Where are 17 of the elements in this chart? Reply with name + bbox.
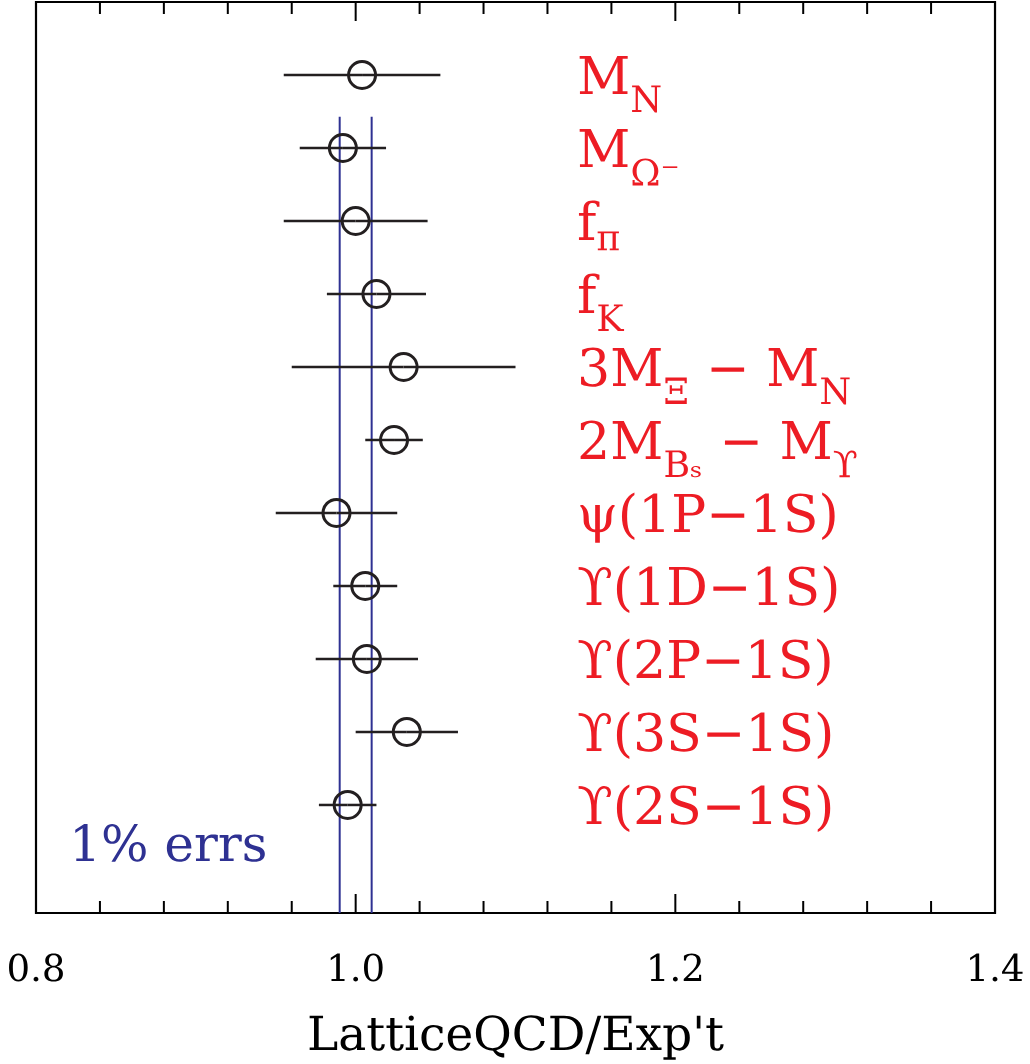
y-tick-label: ϒ(2P−1S) — [578, 638, 830, 687]
y-tick-label: ϒ(3S−1S) — [578, 711, 831, 760]
y-tick-label: f$_{K}$ — [578, 273, 625, 331]
y-tick-label: 3M$_{Ξ}$ − M$_{N}$ — [581, 347, 850, 405]
x-tick-label: 1.4 — [970, 953, 1023, 982]
y-tick-label: M$_{N}$ — [579, 56, 661, 113]
x-tick-label: 1.0 — [330, 953, 383, 982]
annotation: 1% errs — [75, 823, 265, 862]
y-tick-label: 2M$_{Bₛ}$ − M$_{ϒ}$ — [580, 420, 857, 478]
y-tick-label: ψ(1P−1S) — [580, 492, 835, 543]
y-tick-label: ϒ(2S−1S) — [578, 784, 831, 833]
x-tick-label: 0.8 — [9, 953, 63, 982]
y-tick-label: f$_{π}$ — [578, 200, 619, 251]
y-tick-label: ϒ(1D−1S) — [578, 565, 837, 614]
x-tick-label: 1.2 — [650, 953, 702, 982]
x-axis-title: LatticeQCD/Exp't — [309, 1015, 724, 1060]
y-tick-label: M$_{Ω⁻}$ — [579, 129, 678, 186]
